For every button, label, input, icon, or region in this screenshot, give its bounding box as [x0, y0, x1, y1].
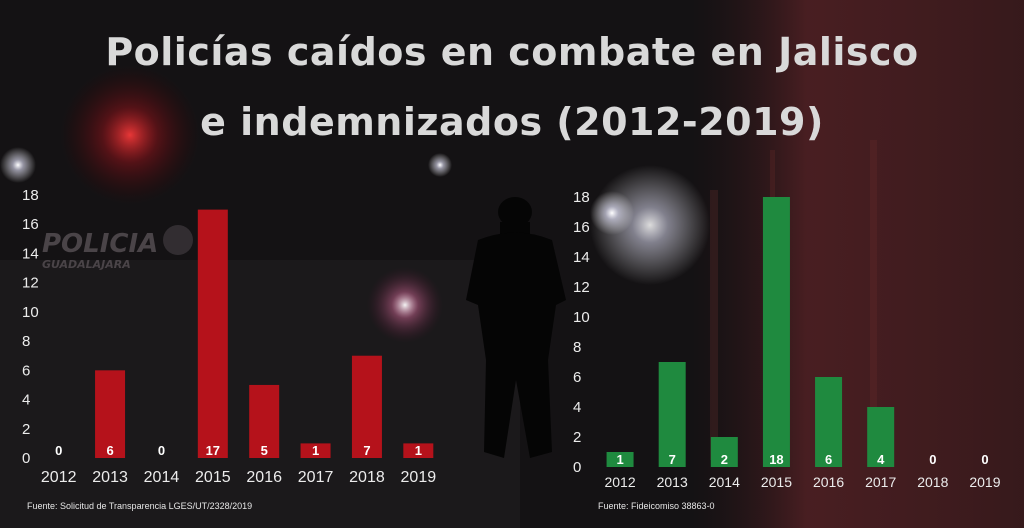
right-x-tick-label: 2017: [865, 474, 896, 490]
left-y-tick-label: 14: [22, 245, 39, 262]
left-data-label: 5: [261, 443, 268, 458]
right-bar: [867, 407, 895, 467]
source-note-left: Fuente: Solicitud de Transparencia LGES/…: [27, 501, 253, 511]
right-data-label: 0: [929, 452, 936, 467]
left-x-tick-label: 2019: [401, 469, 437, 486]
right-y-tick-label: 0: [573, 459, 581, 476]
right-y-tick-label: 4: [573, 399, 581, 416]
source-note-right: Fuente: Fideicomiso 38863-0: [598, 501, 715, 511]
police-car-text: POLICIA: [42, 229, 158, 259]
left-y-tick-label: 12: [22, 275, 39, 292]
right-data-label: 7: [669, 452, 676, 467]
left-x-tick-label: 2013: [92, 469, 128, 486]
left-x-tick-label: 2017: [298, 469, 334, 486]
right-data-label: 4: [877, 452, 885, 467]
left-y-tick-label: 6: [22, 362, 30, 379]
left-y-tick-label: 18: [22, 187, 39, 204]
left-x-tick-label: 2015: [195, 469, 231, 486]
left-y-tick-label: 4: [22, 392, 30, 409]
left-y-tick-label: 0: [22, 450, 30, 467]
left-bar: [249, 384, 280, 458]
left-data-label: 7: [363, 443, 370, 458]
left-y-tick-label: 2: [22, 421, 30, 438]
right-data-label: 0: [981, 452, 988, 467]
left-x-tick-label: 2018: [349, 469, 385, 486]
police-car-city-text: GUADALAJARA: [42, 258, 131, 271]
right-data-label: 6: [825, 452, 832, 467]
officer-silhouette: [466, 197, 566, 458]
right-bar: [815, 377, 843, 467]
right-x-tick-label: 2012: [604, 474, 635, 490]
right-bar: [710, 437, 738, 467]
right-x-tick-label: 2014: [709, 474, 740, 490]
right-bar: [606, 452, 634, 467]
left-bar: [351, 355, 382, 458]
right-y-tick-label: 12: [573, 279, 590, 296]
left-data-label: 1: [312, 443, 319, 458]
right-data-label: 18: [769, 452, 783, 467]
right-x-tick-label: 2015: [761, 474, 792, 490]
right-x-tick-label: 2013: [657, 474, 688, 490]
left-x-tick-label: 2014: [144, 469, 180, 486]
chart-title-line-2: e indemnizados (2012-2019): [200, 100, 824, 144]
left-data-label: 6: [106, 443, 113, 458]
left-y-tick-label: 10: [22, 304, 39, 321]
left-bar: [95, 370, 126, 458]
left-y-tick-label: 8: [22, 333, 30, 350]
right-bar: [762, 197, 790, 467]
right-y-tick-label: 16: [573, 219, 590, 236]
right-x-tick-label: 2019: [969, 474, 1000, 490]
right-x-tick-label: 2016: [813, 474, 844, 490]
right-y-tick-label: 2: [573, 429, 581, 446]
left-y-tick-label: 16: [22, 216, 39, 233]
left-bar: [197, 209, 228, 458]
left-x-tick-label: 2012: [41, 469, 77, 486]
left-bar: [300, 443, 331, 458]
right-x-tick-label: 2018: [917, 474, 948, 490]
right-y-tick-label: 14: [573, 249, 590, 266]
chart-title-line-1: Policías caídos en combate en Jalisco: [105, 30, 919, 74]
right-y-tick-label: 8: [573, 339, 581, 356]
left-data-label: 0: [158, 443, 165, 458]
right-data-label: 1: [616, 452, 623, 467]
left-data-label: 17: [206, 443, 220, 458]
right-bar: [658, 362, 686, 467]
left-data-label: 1: [415, 443, 422, 458]
right-y-tick-label: 6: [573, 369, 581, 386]
left-data-label: 0: [55, 443, 62, 458]
left-x-tick-label: 2016: [246, 469, 282, 486]
right-y-tick-label: 10: [573, 309, 590, 326]
right-data-label: 2: [721, 452, 728, 467]
left-bar: [403, 443, 434, 458]
right-y-tick-label: 18: [573, 189, 590, 206]
